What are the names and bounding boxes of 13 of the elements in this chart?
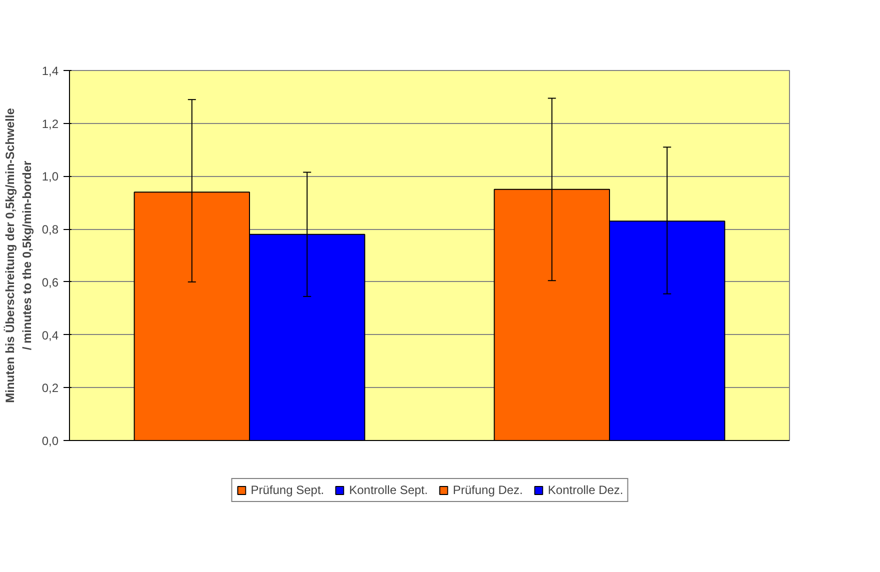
legend-label: Kontrolle Dez. [548, 483, 624, 497]
y-tick-label: 0,4 [42, 328, 59, 342]
y-tick-label: 0,8 [42, 222, 59, 237]
y-tick-label: 1,2 [42, 116, 59, 131]
y-axis-title: Minuten bis Überschreitung der 0,5kg/min-Schwelle / minutes to the 0,5kg/min-border [3, 108, 34, 403]
legend-label: Prüfung Sept. [250, 483, 324, 497]
y-tick-label: 1,4 [42, 64, 59, 78]
y-tick-label: 0,6 [42, 275, 59, 290]
legend-label: Kontrolle Sept. [349, 483, 428, 497]
y-tick-label: 0,2 [42, 381, 59, 396]
y-tick-label: 1,0 [42, 170, 59, 184]
y-tick-label: 0,0 [42, 434, 59, 448]
legend-label: Prüfung Dez. [452, 483, 523, 497]
